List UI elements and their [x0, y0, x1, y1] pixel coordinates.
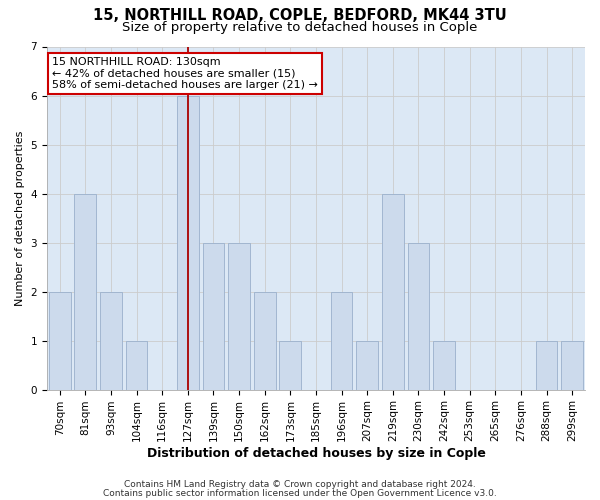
Bar — [203, 242, 224, 390]
Bar — [125, 340, 148, 390]
Text: 15 NORTHHILL ROAD: 130sqm
← 42% of detached houses are smaller (15)
58% of semi-: 15 NORTHHILL ROAD: 130sqm ← 42% of detac… — [52, 57, 318, 90]
X-axis label: Distribution of detached houses by size in Cople: Distribution of detached houses by size … — [146, 447, 485, 460]
Bar — [433, 340, 455, 390]
Text: 15, NORTHILL ROAD, COPLE, BEDFORD, MK44 3TU: 15, NORTHILL ROAD, COPLE, BEDFORD, MK44 … — [93, 8, 507, 22]
Bar — [407, 242, 430, 390]
Bar — [177, 96, 199, 390]
Text: Contains public sector information licensed under the Open Government Licence v3: Contains public sector information licen… — [103, 488, 497, 498]
Bar — [382, 194, 404, 390]
Bar — [561, 340, 583, 390]
Bar — [356, 340, 378, 390]
Bar — [74, 194, 96, 390]
Bar — [254, 292, 275, 390]
Bar — [49, 292, 71, 390]
Text: Size of property relative to detached houses in Cople: Size of property relative to detached ho… — [122, 22, 478, 35]
Bar — [100, 292, 122, 390]
Bar — [280, 340, 301, 390]
Bar — [536, 340, 557, 390]
Bar — [228, 242, 250, 390]
Y-axis label: Number of detached properties: Number of detached properties — [15, 130, 25, 306]
Text: Contains HM Land Registry data © Crown copyright and database right 2024.: Contains HM Land Registry data © Crown c… — [124, 480, 476, 489]
Bar — [331, 292, 352, 390]
